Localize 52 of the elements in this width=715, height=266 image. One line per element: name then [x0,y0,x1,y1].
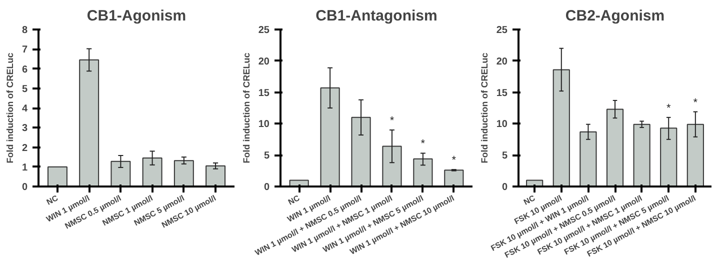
y-axis-title: Fold induction of CRELuc [241,52,252,164]
y-tick-label: 5 [22,84,28,95]
y-tick-label: 15 [496,88,508,99]
y-axis-title: Fold induction of CRELuc [4,52,15,164]
chart-title: CB1-Agonism [86,8,186,24]
chart-title: CB1-Antagonism [316,8,438,24]
bar [382,146,402,186]
y-tick-label: 0 [264,182,270,193]
y-tick-label: 0 [502,182,508,193]
y-tick-label: 8 [22,25,28,36]
y-tick-label: 20 [496,56,508,68]
bar [47,166,68,186]
y-tick-label: 25 [258,25,270,36]
chart-title: CB2-Agonism [565,8,665,24]
y-tick-label: 6 [22,64,28,76]
bar [110,160,131,186]
y-tick-label: 15 [258,88,270,99]
y-axis-title: Fold induction of CRELuc [479,52,490,164]
y-tick-label: 5 [502,150,508,162]
bar [552,69,570,186]
annotation: * [666,102,672,114]
y-tick-label: 0 [22,182,28,193]
bar [320,87,340,186]
bar [351,116,371,186]
bar [660,128,678,186]
y-tick-label: 10 [496,119,508,130]
x-tick-label: NC [522,193,537,207]
bar [580,131,597,186]
bar [174,160,194,186]
bar [142,158,162,186]
bar [79,59,100,186]
y-tick-label: 3 [22,123,28,134]
bar [606,108,624,186]
y-tick-label: 2 [22,142,28,154]
annotation: * [693,96,698,109]
y-tick-label: 10 [258,119,270,130]
y-tick-label: 20 [258,56,270,68]
bar [686,124,704,186]
y-tick-label: 7 [22,44,28,56]
y-tick-label: 25 [496,25,508,36]
bar [444,170,464,186]
bar [206,165,226,186]
y-tick-label: 1 [22,162,28,174]
bar [413,158,433,186]
y-tick-label: 4 [22,104,28,114]
annotation: * [420,138,426,150]
x-tick-label: NC [45,193,60,207]
annotation: * [452,154,457,167]
bar [633,124,650,186]
annotation: * [390,114,395,127]
y-tick-label: 5 [264,150,270,162]
x-tick-label: NC [286,193,302,207]
